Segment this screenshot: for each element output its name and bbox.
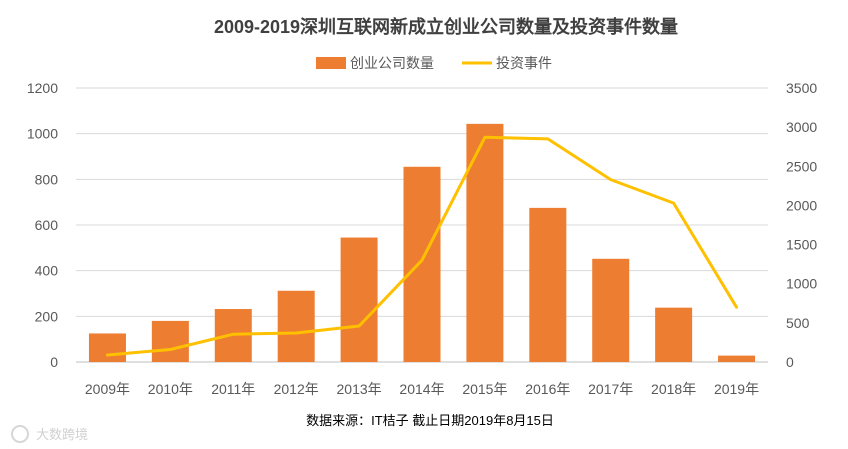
bar: [655, 307, 693, 362]
bar: [88, 333, 126, 362]
watermark-logo-icon: [11, 425, 29, 443]
x-axis-ticks: 2009年 2010年 2011年 2012年 2013年 2014年 2015年 2016年…: [85, 381, 759, 397]
right-axis-tick-label: 0: [786, 354, 794, 370]
left-axis-tick-label: 0: [50, 354, 58, 370]
x-axis-tick-label: 2015年: [462, 381, 507, 397]
left-axis-tick-label: 400: [35, 263, 59, 279]
left-axis-ticks: 0 200 400 600 800 1000 1200: [27, 80, 58, 370]
bar: [151, 320, 189, 362]
right-axis-tick-label: 1500: [786, 237, 817, 253]
legend-bar-swatch: [316, 57, 346, 69]
x-axis-tick-label: 2016年: [525, 381, 570, 397]
bar: [529, 207, 567, 362]
legend-line-label: 投资事件: [496, 55, 552, 71]
left-axis-tick-label: 200: [35, 308, 59, 324]
series-line: [106, 135, 738, 357]
x-axis-tick-label: 2014年: [399, 381, 444, 397]
line-series: [106, 135, 738, 357]
x-axis-tick-label: 2010年: [148, 381, 193, 397]
bar: [403, 166, 441, 362]
legend: 创业公司数量 投资事件: [316, 55, 552, 71]
watermark: 大数跨境: [11, 425, 88, 443]
source-note: 数据来源：IT桔子 截止日期2019年8月15日: [306, 413, 554, 428]
x-axis-tick-label: 2017年: [588, 381, 633, 397]
x-axis-tick-label: 2018年: [651, 381, 696, 397]
right-axis-tick-label: 2500: [786, 158, 817, 174]
right-axis-tick-label: 500: [786, 315, 810, 331]
right-axis-ticks: 0 500 1000 1500 2000 2500 3000 3500: [786, 80, 817, 370]
x-axis-tick-label: 2011年: [211, 381, 255, 397]
legend-bar-label: 创业公司数量: [350, 55, 434, 71]
x-axis-tick-label: 2013年: [337, 381, 382, 397]
right-axis-tick-label: 2000: [786, 197, 817, 213]
left-axis-tick-label: 1200: [27, 80, 58, 96]
right-axis-tick-label: 3500: [786, 80, 817, 96]
watermark-text: 大数跨境: [36, 427, 88, 442]
left-axis-tick-label: 600: [35, 217, 59, 233]
x-axis-tick-label: 2012年: [274, 381, 319, 397]
x-axis-tick-label: 2009年: [85, 381, 130, 397]
left-axis-tick-label: 1000: [27, 126, 58, 142]
chart-title: 2009-2019深圳互联网新成立创业公司数量及投资事件数量: [214, 16, 678, 37]
bar: [340, 237, 378, 362]
right-axis-tick-label: 1000: [786, 276, 817, 292]
bar-series: [88, 123, 756, 363]
left-axis-tick-label: 800: [35, 171, 59, 187]
bar: [277, 290, 315, 362]
x-axis-tick-label: 2019年: [714, 381, 759, 397]
bar: [592, 258, 630, 362]
bar: [718, 355, 756, 362]
right-axis-tick-label: 3000: [786, 119, 817, 135]
